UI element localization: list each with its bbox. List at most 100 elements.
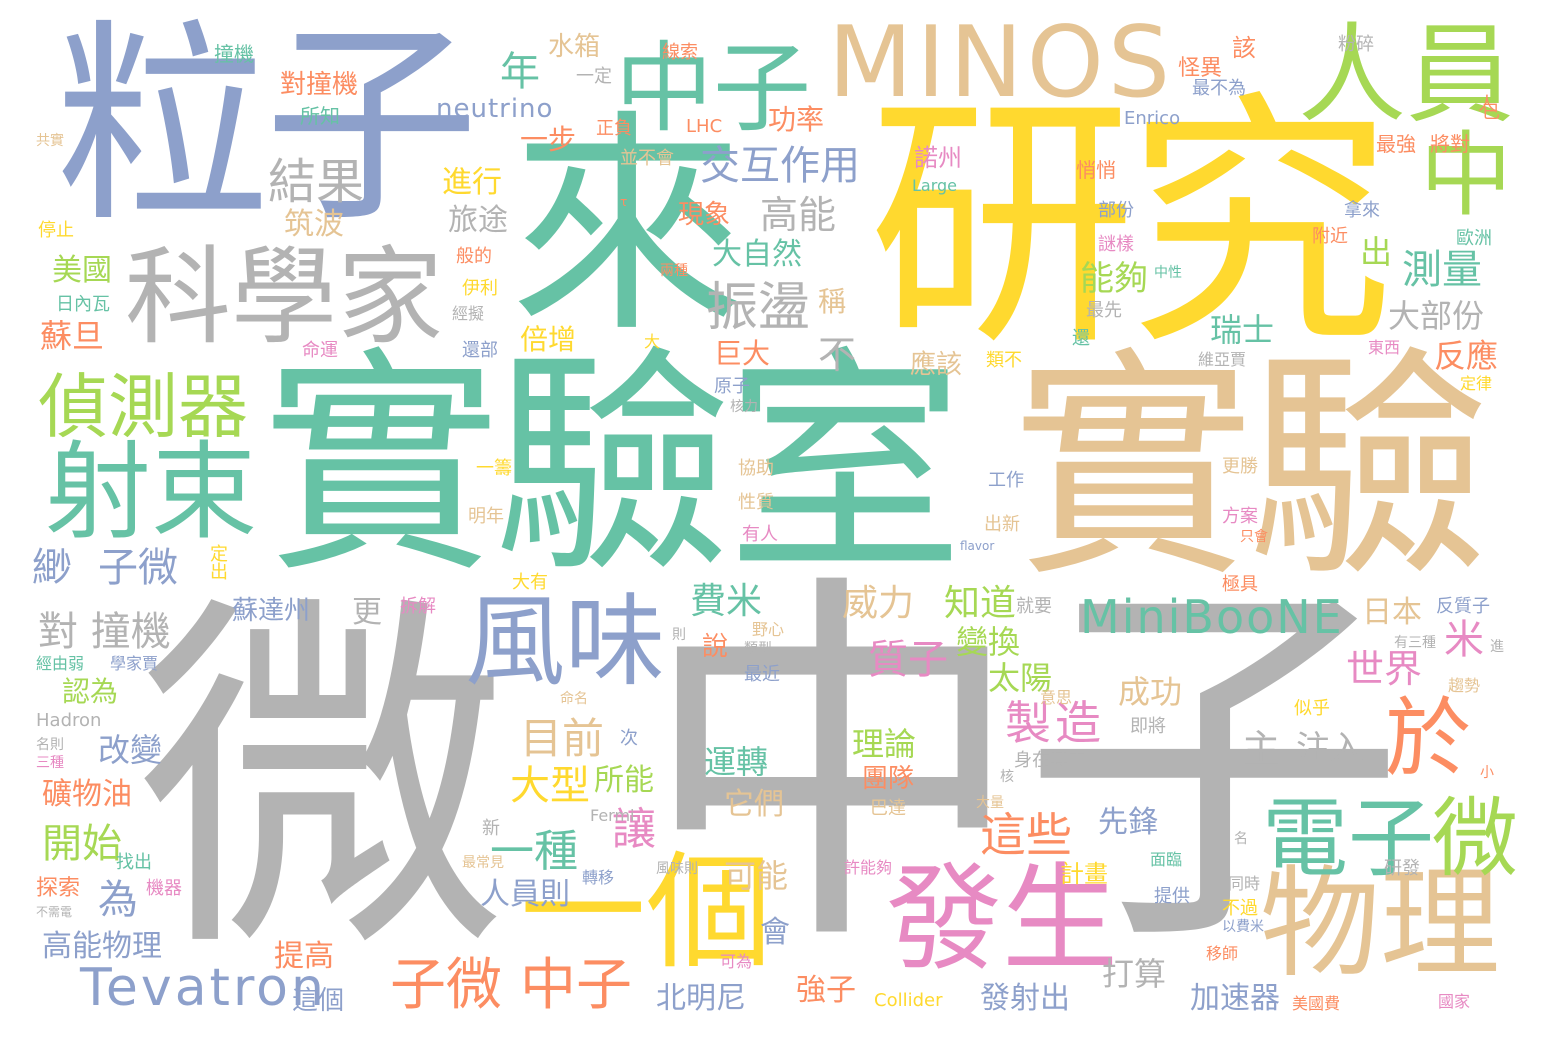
word: 兩種 (660, 263, 688, 279)
word: 中子 (640, 544, 1406, 992)
word: 強子 (796, 973, 856, 1008)
word: 振盪 (706, 278, 811, 338)
word: 認為 (62, 675, 119, 708)
word: 就要 (1016, 596, 1052, 617)
word: 學家賈 (110, 654, 159, 673)
word: 將對 (1430, 132, 1470, 156)
word: 這些 (980, 808, 1072, 862)
word: 運轉 (704, 743, 769, 781)
word: 更 (352, 595, 382, 630)
word: 年 (500, 49, 540, 95)
word: 中子 (615, 32, 812, 146)
word: 大部份 (1388, 297, 1485, 335)
word: 一種 (490, 826, 578, 877)
word: 伊利 (462, 278, 498, 299)
word: 交互作用 (700, 143, 860, 189)
word: 般的 (456, 246, 492, 267)
word: 該 (1232, 34, 1256, 62)
word: 次 (620, 728, 638, 749)
word: 極具 (1222, 574, 1258, 595)
word: 拆解 (400, 596, 436, 617)
word: 三種 (36, 755, 64, 771)
word: 對 撞機 (38, 609, 171, 655)
word: 進行 (442, 165, 502, 200)
word: 性質 (738, 492, 774, 513)
word: 科學家 (125, 236, 443, 359)
word: 能夠 (1080, 259, 1148, 299)
word: 大量 (976, 795, 1004, 811)
word: 更勝 (1222, 456, 1258, 477)
word: 只會 (1240, 529, 1268, 545)
word: 反應 (1434, 337, 1499, 375)
word: 稱 (818, 285, 847, 318)
word: 進 (1490, 639, 1504, 655)
word: 於 (1385, 689, 1471, 789)
word: 一步 (520, 123, 577, 156)
word: 威力 (842, 583, 915, 624)
word: 以費米 (1222, 919, 1264, 935)
word: 風味 (465, 583, 665, 700)
word: 風味則 (656, 861, 698, 877)
word: 倍增 (520, 323, 577, 356)
word: 瑞士 (1210, 311, 1275, 349)
word: 核力 (730, 399, 758, 415)
word: 定律 (1460, 374, 1493, 393)
word: neutrino (436, 94, 554, 124)
word: 結果 (268, 154, 365, 210)
word: LHC (686, 116, 723, 137)
word: 命名 (560, 691, 588, 707)
word: 打算 (1102, 955, 1167, 993)
word: 核 (1000, 769, 1014, 785)
word: 注入 (1296, 729, 1364, 769)
word: 一籌 (476, 458, 512, 479)
word: 中性 (1154, 265, 1182, 281)
word: 方案 (1222, 506, 1258, 527)
word: 先鋒 (1098, 805, 1158, 840)
word: 原子 (714, 376, 750, 397)
word: 出 (1360, 233, 1393, 271)
word: 偵測器 (38, 366, 248, 448)
word: 美國費 (1292, 994, 1341, 1013)
word: 它們 (724, 787, 784, 822)
word: 實驗 (1012, 328, 1490, 610)
word: 理論 (852, 725, 917, 763)
word: 趨勢 (1448, 676, 1481, 695)
word: 筑波 (284, 207, 344, 242)
word: 蘇旦 (40, 317, 105, 355)
word: 微 (138, 568, 508, 998)
word: 最近 (744, 664, 780, 685)
word: 子微 (98, 545, 178, 591)
word: 費米 (690, 581, 763, 622)
word: τ (620, 195, 628, 209)
word: 機器 (146, 878, 182, 899)
word: 意思 (1040, 688, 1073, 707)
word: 有三種 (1394, 635, 1436, 651)
word: 怪異 (1178, 56, 1223, 81)
word: 大 (644, 332, 661, 351)
word: 正負 (596, 118, 632, 139)
word: 美國 (52, 253, 112, 288)
word: 國家 (1438, 992, 1471, 1011)
word: 即將 (1130, 716, 1166, 737)
word: 發生 (886, 852, 1118, 987)
word: 計畫 (1060, 860, 1108, 888)
word: 改變 (98, 731, 163, 769)
word: 最不為 (1192, 78, 1246, 99)
word: 類型 (744, 641, 772, 657)
word: 反質子 (1436, 596, 1490, 617)
word: 礦物油 (42, 777, 132, 812)
word: 應該 (910, 350, 963, 380)
word: 面臨 (1150, 850, 1183, 869)
word: 提高 (274, 939, 334, 974)
word: 說 (702, 632, 729, 662)
word: 最強 (1376, 132, 1416, 156)
word: 不 (818, 333, 857, 377)
word: 巨大 (714, 337, 771, 370)
word: Enrico (1124, 108, 1181, 129)
word: 測量 (1402, 247, 1482, 293)
word: 諾州 (914, 144, 962, 172)
word: Collider (874, 990, 943, 1011)
word: 水箱 (548, 32, 601, 62)
word: 日內瓦 (56, 294, 110, 315)
word: 現象 (678, 200, 731, 230)
